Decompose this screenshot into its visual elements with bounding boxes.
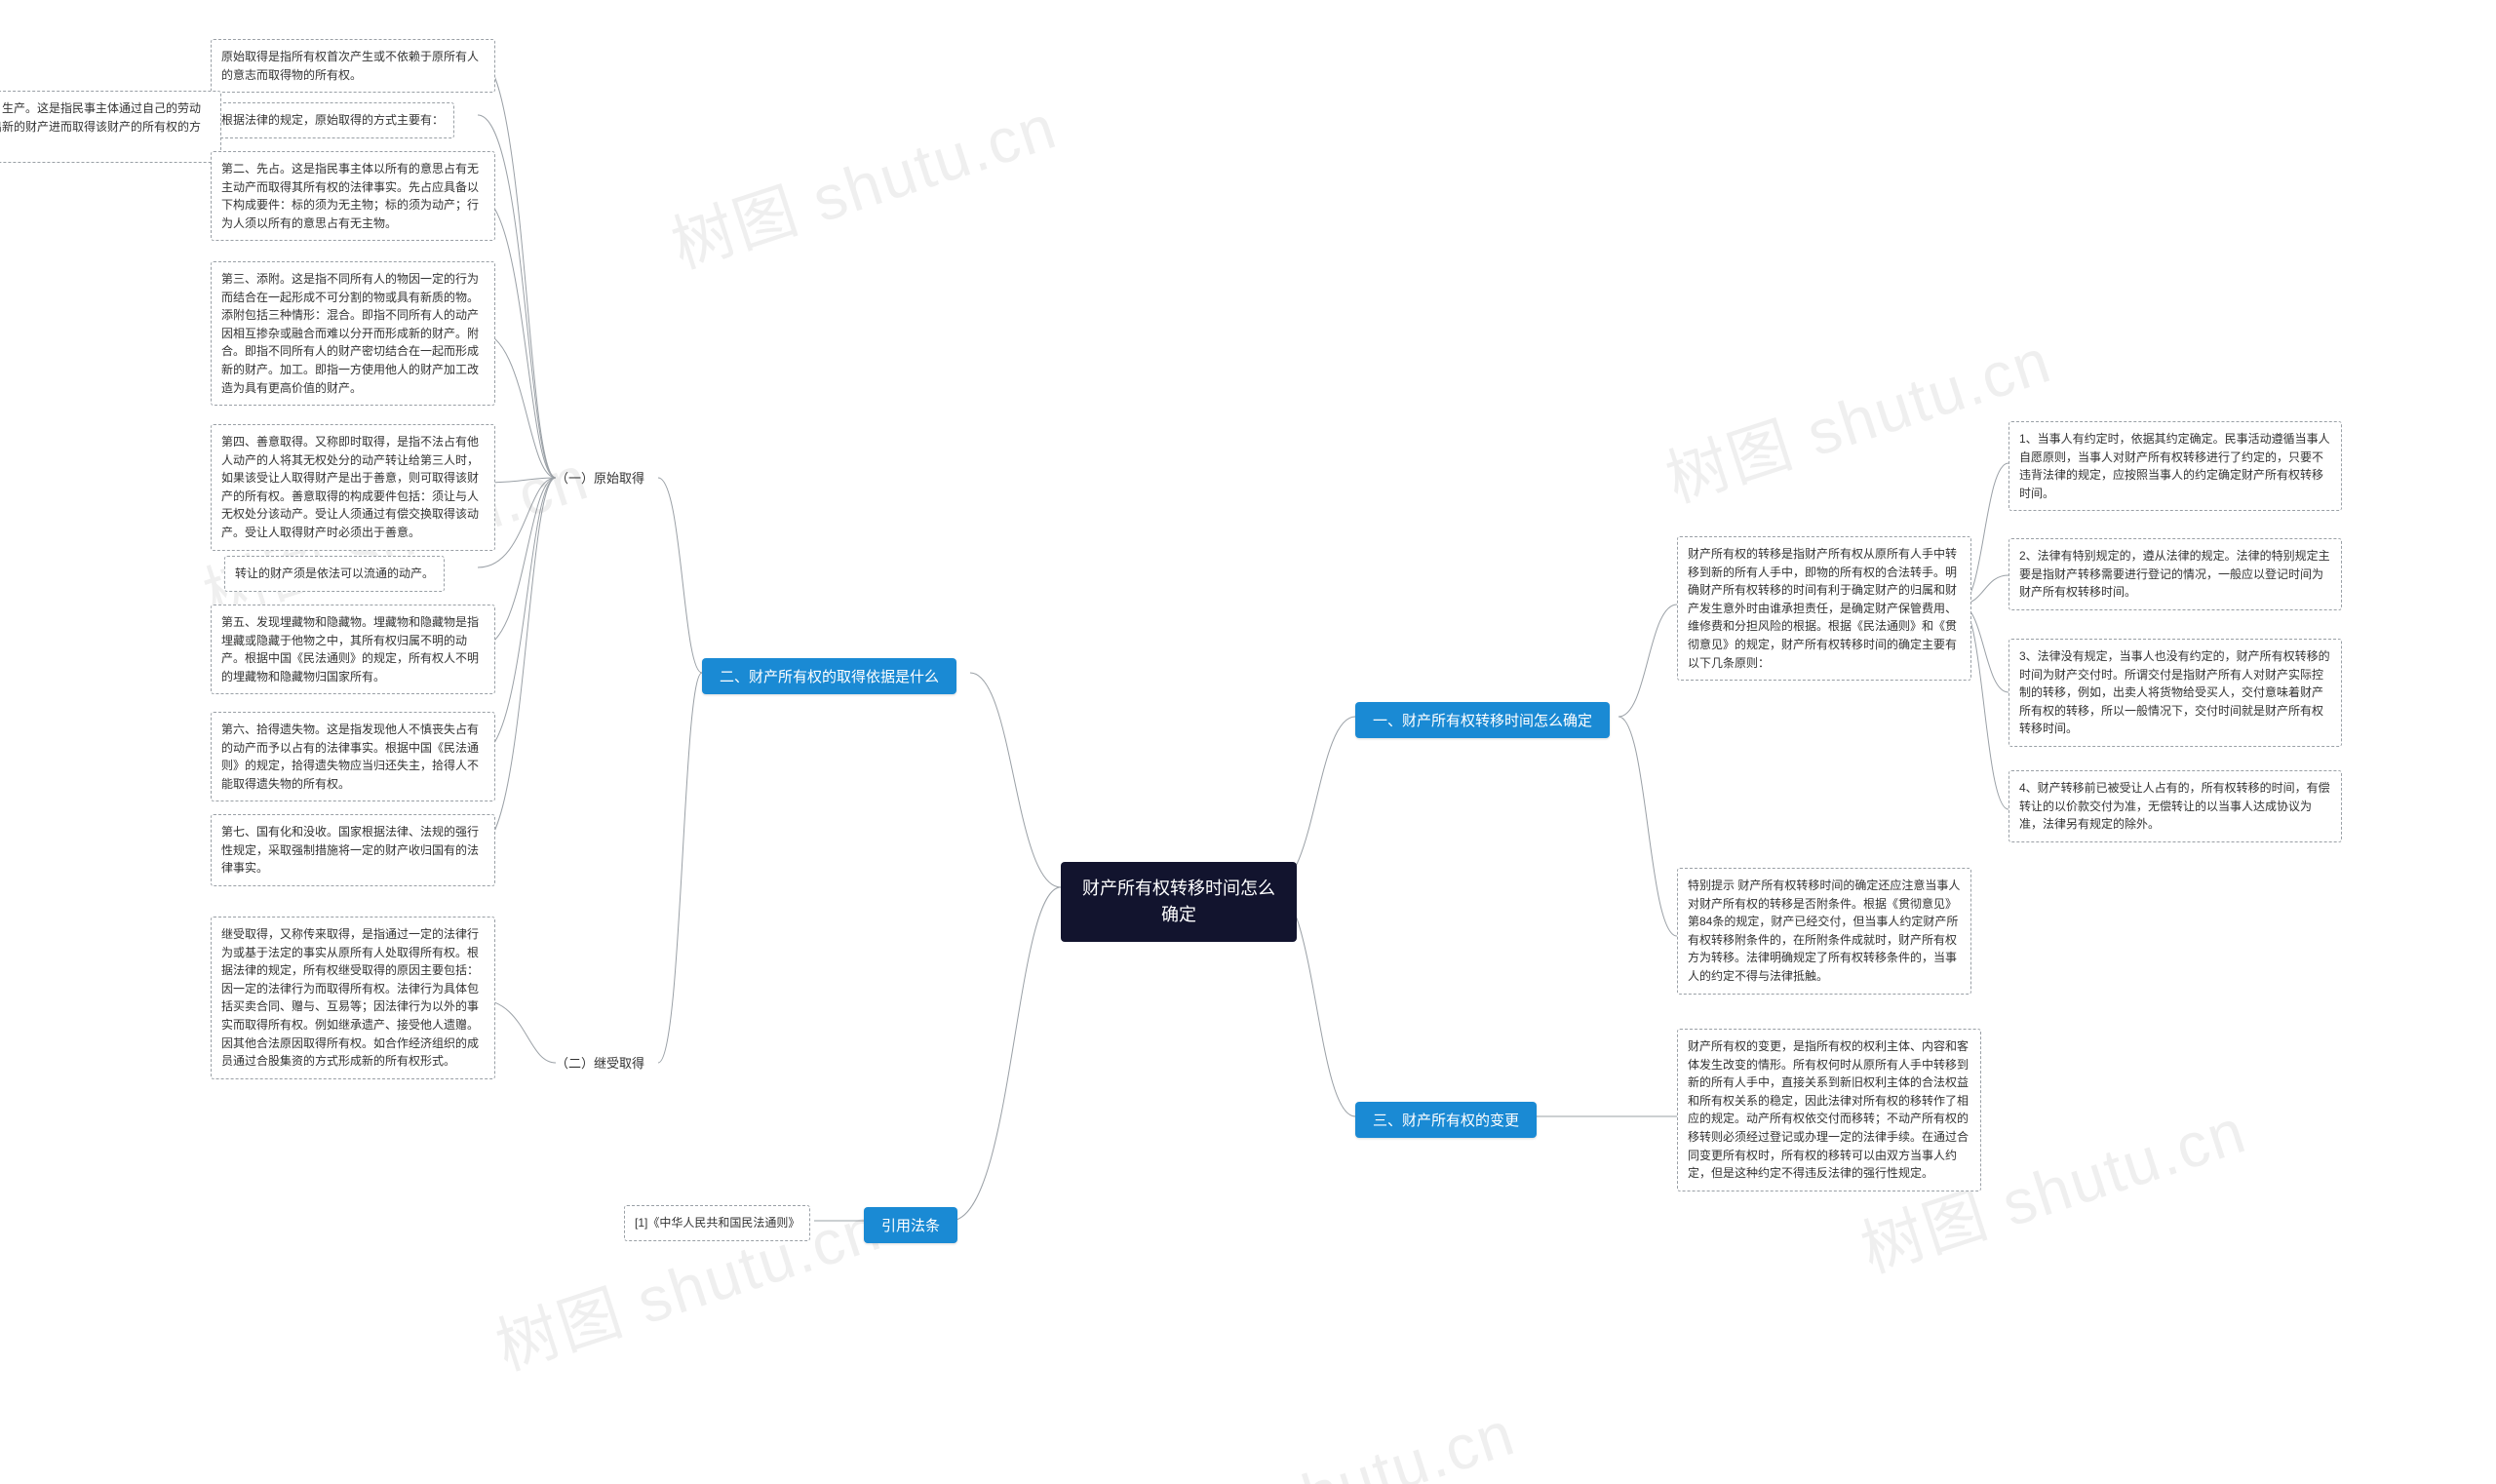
leaf-r1a1[interactable]: 1、当事人有约定时，依据其约定确定。民事活动遵循当事人自愿原则，当事人对财产所有… [2008,421,2342,511]
leaf-l1f[interactable]: 转让的财产须是依法可以流通的动产。 [224,556,445,592]
leaf-r1a2[interactable]: 2、法律有特别规定的，遵从法律的规定。法律的特别规定主要是指财产转移需要进行登记… [2008,538,2342,610]
leaf-l2a[interactable]: [1]《中华人民共和国民法通则》 [624,1205,810,1241]
leaf-r1a[interactable]: 财产所有权的转移是指财产所有权从原所有人手中转移到新的所有人手中，即物的所有权的… [1677,536,1971,681]
branch-left-2[interactable]: 引用法条 [864,1207,957,1243]
root-node[interactable]: 财产所有权转移时间怎么 确定 [1061,862,1297,942]
watermark: 树图 shutu.cn [1654,311,2061,520]
leaf-l1e[interactable]: 第四、善意取得。又称即时取得，是指不法占有他人动产的人将其无权处分的动产转让给第… [211,424,495,551]
leaf-l1h[interactable]: 第六、拾得遗失物。这是指发现他人不慎丧失占有的动产而予以占有的法律事实。根据中国… [211,712,495,801]
leaf-l1b1[interactable]: 第一、生产。这是指民事主体通过自己的劳动创造出新的财产进而取得该财产的所有权的方… [0,91,221,163]
leaf-r1b[interactable]: 特别提示 财产所有权转移时间的确定还应注意当事人对财产所有权的转移是否附条件。根… [1677,868,1971,995]
branch-right-2[interactable]: 三、财产所有权的变更 [1355,1102,1537,1138]
watermark: 树图 shutu.cn [1117,1384,1525,1484]
branch-right-1[interactable]: 一、财产所有权转移时间怎么确定 [1355,702,1610,738]
leaf-l1j[interactable]: 继受取得，又称传来取得，是指通过一定的法律行为或基于法定的事实从原所有人处取得所… [211,917,495,1079]
sublabel-original-acquisition[interactable]: （一）原始取得 [556,468,644,487]
mindmap-canvas: 树图 shutu.cn 树图 shutu.cn 树图 shutu.cn 树图 s… [0,0,2496,1484]
leaf-l1a[interactable]: 原始取得是指所有权首次产生或不依赖于原所有人的意志而取得物的所有权。 [211,39,495,93]
branch-left-1[interactable]: 二、财产所有权的取得依据是什么 [702,658,956,694]
leaf-r1a4[interactable]: 4、财产转移前已被受让人占有的，所有权转移的时间，有偿转让的以价款交付为准，无偿… [2008,770,2342,842]
sublabel-derivative-acquisition[interactable]: （二）继受取得 [556,1053,644,1072]
leaf-l1c[interactable]: 第二、先占。这是指民事主体以所有的意思占有无主动产而取得其所有权的法律事实。先占… [211,151,495,241]
leaf-l1d[interactable]: 第三、添附。这是指不同所有人的物因一定的行为而结合在一起形成不可分割的物或具有新… [211,261,495,406]
leaf-l1b[interactable]: 根据法律的规定，原始取得的方式主要有： [211,102,454,138]
leaf-l1g[interactable]: 第五、发现埋藏物和隐藏物。埋藏物和隐藏物是指埋藏或隐藏于他物之中，其所有权归属不… [211,605,495,694]
leaf-r1a3[interactable]: 3、法律没有规定，当事人也没有约定的，财产所有权转移的时间为财产交付时。所谓交付… [2008,639,2342,747]
leaf-r2a[interactable]: 财产所有权的变更，是指所有权的权利主体、内容和客体发生改变的情形。所有权何时从原… [1677,1029,1981,1191]
watermark: 树图 shutu.cn [659,77,1067,286]
leaf-l1i[interactable]: 第七、国有化和没收。国家根据法律、法规的强行性规定，采取强制措施将一定的财产收归… [211,814,495,886]
